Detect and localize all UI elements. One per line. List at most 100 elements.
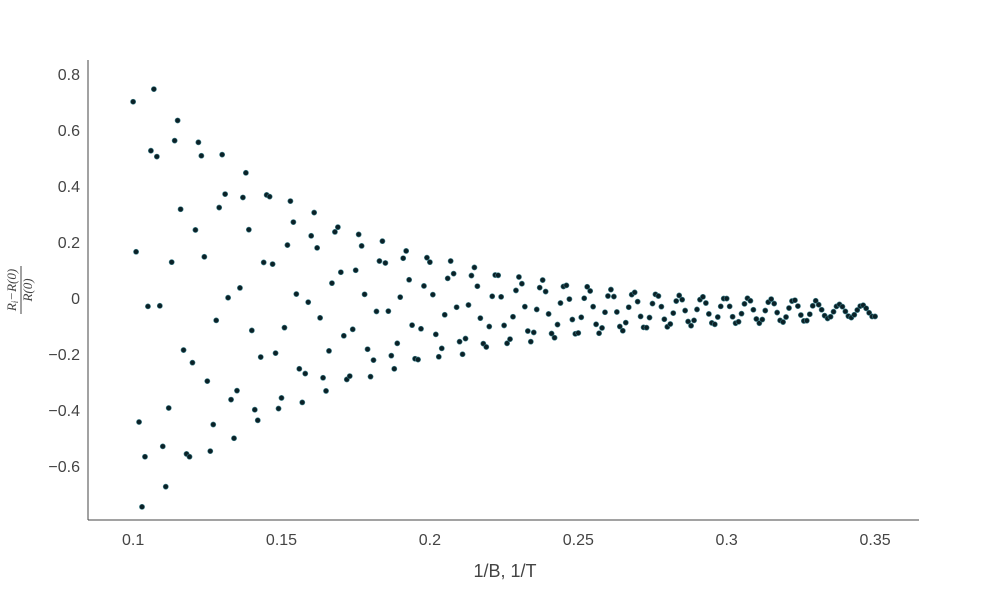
point xyxy=(501,322,507,329)
point xyxy=(133,248,139,255)
point xyxy=(510,313,516,320)
point xyxy=(593,321,599,328)
point xyxy=(314,244,321,251)
x-tick-label: 0.2 xyxy=(419,532,441,549)
point xyxy=(415,356,421,363)
point xyxy=(376,258,383,264)
y-axis-title: Ri−R(0) R(0) xyxy=(4,266,35,314)
point xyxy=(723,295,730,302)
point xyxy=(290,219,297,226)
point xyxy=(634,298,641,305)
point xyxy=(296,365,303,372)
y-tick-label: −0.2 xyxy=(48,347,80,364)
point xyxy=(578,314,585,321)
y-title-rest: −R(0) xyxy=(4,269,19,301)
point xyxy=(421,283,427,289)
point xyxy=(649,300,656,307)
point xyxy=(311,209,318,216)
y-title-sub: i xyxy=(10,300,20,303)
point xyxy=(275,405,282,412)
point xyxy=(435,353,442,360)
point xyxy=(519,280,525,287)
point xyxy=(219,151,226,158)
point xyxy=(388,352,395,359)
point xyxy=(815,301,822,308)
point xyxy=(287,198,294,205)
point xyxy=(703,300,709,306)
point xyxy=(352,267,359,274)
point xyxy=(340,332,347,339)
point xyxy=(225,294,231,301)
point xyxy=(608,286,614,293)
point xyxy=(527,338,534,345)
point xyxy=(854,307,861,313)
point xyxy=(670,310,677,316)
point xyxy=(548,330,555,337)
point xyxy=(400,255,407,262)
point xyxy=(130,98,137,105)
point xyxy=(563,282,570,289)
point xyxy=(809,302,816,309)
point xyxy=(542,288,549,295)
point xyxy=(379,238,386,245)
point xyxy=(320,374,326,381)
point xyxy=(441,311,448,318)
point xyxy=(429,291,436,298)
point xyxy=(337,269,344,276)
point xyxy=(302,370,309,377)
point xyxy=(159,443,166,450)
point xyxy=(545,311,552,317)
point xyxy=(444,275,451,282)
point xyxy=(403,248,410,254)
point xyxy=(587,288,594,294)
point xyxy=(207,448,214,455)
x-axis-title: 1/B, 1/T xyxy=(473,561,536,581)
point xyxy=(700,293,706,300)
point xyxy=(521,303,528,310)
point xyxy=(168,259,175,266)
point xyxy=(575,330,582,336)
point xyxy=(385,308,392,315)
x-tick-label: 0.3 xyxy=(716,532,738,549)
point xyxy=(424,254,430,261)
point xyxy=(676,292,683,299)
point xyxy=(198,152,205,159)
point xyxy=(605,293,611,299)
point xyxy=(566,296,573,302)
point xyxy=(195,139,202,146)
point xyxy=(156,302,163,309)
point xyxy=(465,302,472,308)
point xyxy=(174,117,181,124)
point xyxy=(554,321,561,328)
point xyxy=(738,310,745,317)
point xyxy=(254,417,261,424)
point xyxy=(863,305,870,312)
point xyxy=(426,259,433,266)
point xyxy=(714,314,721,320)
point xyxy=(498,293,505,300)
point xyxy=(242,169,249,176)
point xyxy=(611,293,617,300)
point xyxy=(323,388,329,394)
point xyxy=(803,317,810,324)
y-tick-label: −0.4 xyxy=(48,403,80,420)
point xyxy=(222,191,229,198)
point xyxy=(602,309,608,316)
point xyxy=(349,326,356,333)
point xyxy=(293,291,300,297)
point xyxy=(729,313,736,320)
point xyxy=(278,395,285,401)
point xyxy=(189,359,196,366)
point xyxy=(382,260,389,266)
point xyxy=(679,296,686,303)
point xyxy=(735,318,742,325)
point xyxy=(462,335,469,342)
point xyxy=(432,331,439,338)
point xyxy=(685,318,692,325)
point xyxy=(774,309,781,316)
y-title-r: R xyxy=(4,303,19,312)
point xyxy=(373,308,380,315)
point xyxy=(305,299,312,306)
